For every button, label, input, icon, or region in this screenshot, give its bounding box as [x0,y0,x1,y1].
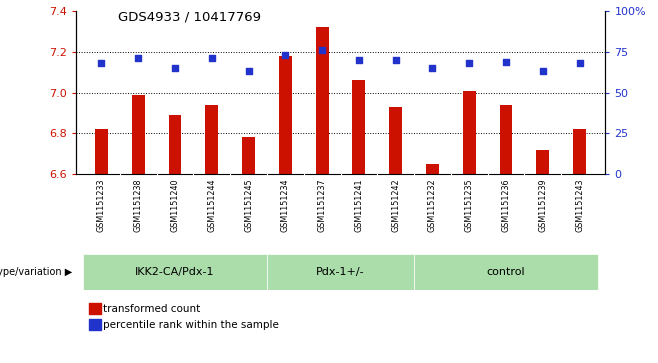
Bar [390,107,402,174]
Text: GSM1151241: GSM1151241 [355,178,363,232]
Text: GSM1151239: GSM1151239 [538,178,547,232]
Text: transformed count: transformed count [103,303,201,314]
Bar [242,138,255,174]
Text: GSM1151235: GSM1151235 [465,178,474,232]
Text: GSM1151234: GSM1151234 [281,178,290,232]
Bar [168,115,182,174]
Text: GSM1151240: GSM1151240 [170,178,180,232]
Point [243,68,254,74]
Text: GSM1151238: GSM1151238 [134,178,143,232]
Bar [426,164,439,174]
Point [427,65,438,71]
Bar [279,56,291,174]
Bar [353,80,365,174]
Text: GSM1151244: GSM1151244 [207,178,216,232]
Point [280,52,291,58]
Text: GSM1151243: GSM1151243 [575,178,584,232]
Bar [205,105,218,174]
Bar [414,254,598,290]
Point [96,60,107,66]
Bar [132,95,145,174]
Text: percentile rank within the sample: percentile rank within the sample [103,320,279,330]
Point [133,55,143,61]
Text: GSM1151237: GSM1151237 [318,178,326,232]
Text: GSM1151242: GSM1151242 [392,178,400,232]
Point [464,60,474,66]
Point [574,60,585,66]
Text: GSM1151232: GSM1151232 [428,178,437,232]
Point [353,57,364,63]
Bar [83,254,267,290]
Bar [316,27,328,174]
Text: control: control [487,267,525,277]
Point [538,68,548,74]
Text: GSM1151236: GSM1151236 [501,178,511,232]
Bar [573,129,586,174]
Bar [499,105,513,174]
Point [390,57,401,63]
Bar [536,150,549,174]
Text: IKK2-CA/Pdx-1: IKK2-CA/Pdx-1 [136,267,215,277]
Point [317,47,328,53]
Text: GDS4933 / 10417769: GDS4933 / 10417769 [118,11,261,24]
Point [170,65,180,71]
Text: GSM1151233: GSM1151233 [97,178,106,232]
Bar [267,254,414,290]
Bar [95,129,108,174]
Text: GSM1151245: GSM1151245 [244,178,253,232]
Text: Pdx-1+/-: Pdx-1+/- [316,267,365,277]
Point [501,58,511,65]
Text: genotype/variation ▶: genotype/variation ▶ [0,267,72,277]
Point [207,55,217,61]
Bar [463,90,476,174]
